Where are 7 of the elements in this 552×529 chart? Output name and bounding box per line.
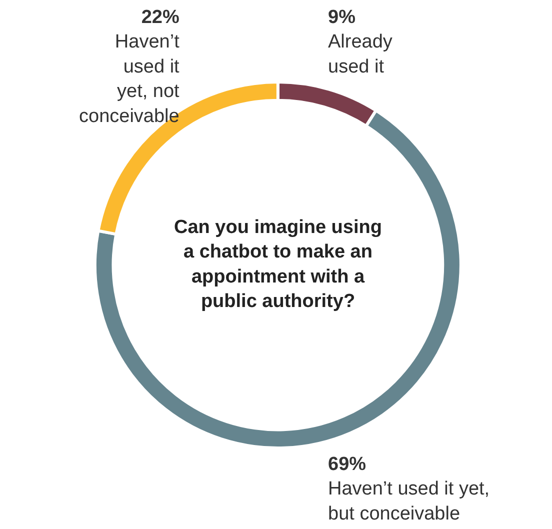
data-label: 22% bbox=[141, 7, 180, 28]
data-label: 69% bbox=[328, 454, 366, 475]
data-label: 9% bbox=[328, 7, 356, 28]
slice-label: Haven’t used it yet, but conceivable bbox=[328, 478, 490, 524]
text: Can you imagine using a chatbot to make an appointment with a public authority? bbox=[174, 217, 382, 312]
slice-label: Already used it bbox=[328, 32, 393, 78]
slice-label: Haven’t used it yet, not conceivable bbox=[79, 32, 180, 127]
